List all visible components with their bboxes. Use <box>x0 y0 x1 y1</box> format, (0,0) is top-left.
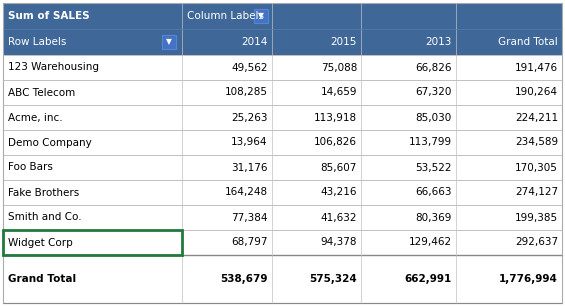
Text: 234,589: 234,589 <box>515 137 558 147</box>
Text: 113,799: 113,799 <box>408 137 451 147</box>
Text: 31,176: 31,176 <box>231 162 268 173</box>
Text: Fake Brothers: Fake Brothers <box>8 188 79 197</box>
Text: 85,607: 85,607 <box>321 162 357 173</box>
Bar <box>3 205 562 230</box>
Text: 85,030: 85,030 <box>415 113 451 122</box>
Text: Grand Total: Grand Total <box>498 37 558 47</box>
Text: 2014: 2014 <box>241 37 268 47</box>
Text: Demo Company: Demo Company <box>8 137 92 147</box>
Text: 191,476: 191,476 <box>515 62 558 73</box>
Text: 14,659: 14,659 <box>320 88 357 98</box>
Text: 106,826: 106,826 <box>314 137 357 147</box>
Bar <box>3 3 562 29</box>
Text: Smith and Co.: Smith and Co. <box>8 212 81 222</box>
Text: Sum of SALES: Sum of SALES <box>8 11 90 21</box>
Text: 292,637: 292,637 <box>515 237 558 248</box>
Text: 41,632: 41,632 <box>320 212 357 222</box>
Text: Row Labels: Row Labels <box>8 37 66 47</box>
Text: 25,263: 25,263 <box>231 113 268 122</box>
Text: 2013: 2013 <box>425 37 451 47</box>
Text: 274,127: 274,127 <box>515 188 558 197</box>
Bar <box>3 55 562 80</box>
Text: 123 Warehousing: 123 Warehousing <box>8 62 99 73</box>
Bar <box>254 9 268 23</box>
Bar <box>162 35 176 49</box>
Text: 80,369: 80,369 <box>415 212 451 222</box>
Text: 224,211: 224,211 <box>515 113 558 122</box>
Text: Widget Corp: Widget Corp <box>8 237 73 248</box>
Bar <box>3 180 562 205</box>
Text: 94,378: 94,378 <box>320 237 357 248</box>
Text: ABC Telecom: ABC Telecom <box>8 88 75 98</box>
Text: 66,826: 66,826 <box>415 62 451 73</box>
Bar <box>3 230 562 255</box>
Text: ▼: ▼ <box>258 12 263 21</box>
Text: 199,385: 199,385 <box>515 212 558 222</box>
Text: ▼: ▼ <box>166 38 172 47</box>
Text: Foo Bars: Foo Bars <box>8 162 53 173</box>
Text: 190,264: 190,264 <box>515 88 558 98</box>
Text: 77,384: 77,384 <box>231 212 268 222</box>
Text: Grand Total: Grand Total <box>8 274 76 284</box>
Bar <box>3 155 562 180</box>
Text: 575,324: 575,324 <box>309 274 357 284</box>
Bar <box>3 29 562 55</box>
Text: 66,663: 66,663 <box>415 188 451 197</box>
Bar <box>3 80 562 105</box>
Text: 164,248: 164,248 <box>224 188 268 197</box>
Text: 170,305: 170,305 <box>515 162 558 173</box>
Bar <box>3 130 562 155</box>
Text: 68,797: 68,797 <box>231 237 268 248</box>
Text: 1,776,994: 1,776,994 <box>499 274 558 284</box>
Text: 13,964: 13,964 <box>231 137 268 147</box>
Text: 538,679: 538,679 <box>220 274 268 284</box>
Text: 49,562: 49,562 <box>231 62 268 73</box>
Text: 67,320: 67,320 <box>415 88 451 98</box>
Bar <box>3 255 562 303</box>
Text: 113,918: 113,918 <box>314 113 357 122</box>
Text: Column Labels: Column Labels <box>187 11 264 21</box>
Text: 108,285: 108,285 <box>224 88 268 98</box>
Text: 662,991: 662,991 <box>405 274 451 284</box>
Text: 129,462: 129,462 <box>408 237 451 248</box>
Text: 75,088: 75,088 <box>321 62 357 73</box>
Text: 2015: 2015 <box>331 37 357 47</box>
Text: 53,522: 53,522 <box>415 162 451 173</box>
Bar <box>3 230 182 255</box>
Bar <box>3 105 562 130</box>
Text: Acme, inc.: Acme, inc. <box>8 113 63 122</box>
Text: 43,216: 43,216 <box>320 188 357 197</box>
